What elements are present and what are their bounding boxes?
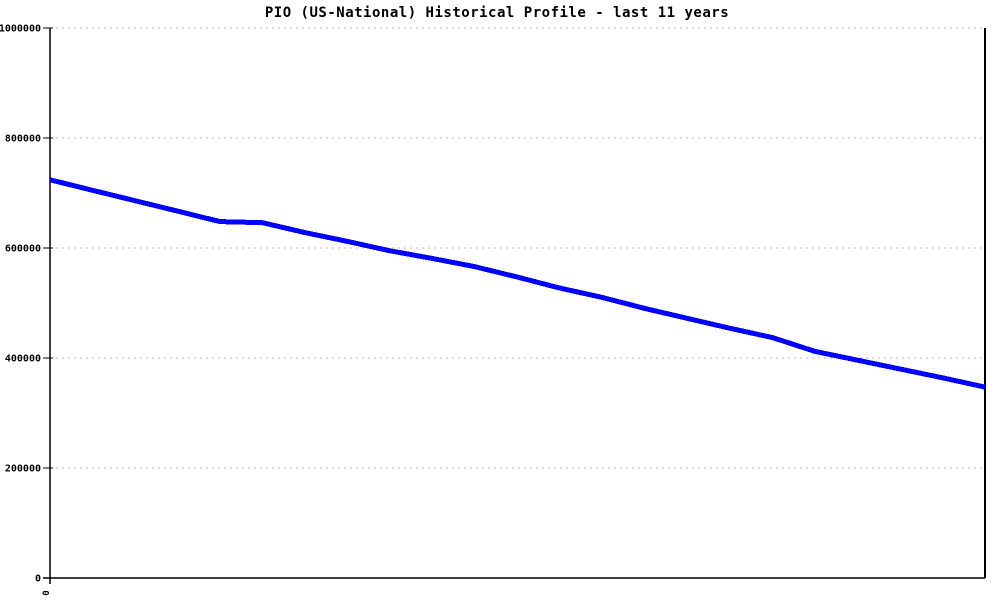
data-line-pio [49,177,986,390]
y-tick-label: 600000 [5,244,41,255]
y-tick-label: 1000000 [0,24,41,35]
y-tick-label: 0 [35,574,41,585]
chart-title: PIO (US-National) Historical Profile - l… [264,5,730,21]
y-tick-label: 400000 [5,354,41,365]
y-tick-label: 800000 [5,134,41,145]
x-tick-label: 0 [42,590,52,595]
y-tick-label: 200000 [5,464,41,475]
